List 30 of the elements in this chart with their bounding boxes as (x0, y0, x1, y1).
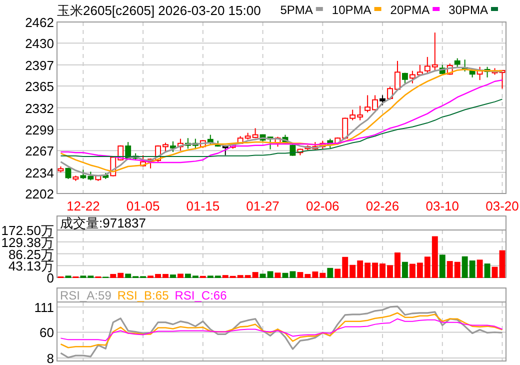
text: RSI_C:66 (174, 288, 228, 302)
y-tick-label: 111 (34, 300, 54, 315)
legend-label: 10PMA (332, 3, 372, 17)
legend-label: 30PMA (448, 3, 488, 17)
y-tick-label: 2397 (25, 58, 54, 73)
x-tick-label: 02-26 (366, 198, 400, 214)
text: RSI_B:65 (117, 288, 170, 302)
y-tick-label: 60 (40, 325, 54, 340)
x-tick-label: 03-20 (486, 198, 519, 214)
x-tick-label: 03-10 (426, 198, 460, 214)
x-tick-label: 01-27 (246, 198, 280, 214)
y-tick-label: 2462 (25, 15, 54, 30)
y-tick-label: 2430 (25, 36, 54, 52)
series-label: RSI_A:59 (60, 288, 112, 302)
y-tick-label: 2202 (25, 186, 54, 202)
x-tick-label: 01-15 (186, 198, 220, 214)
y-tick-label: 2332 (25, 100, 54, 116)
legend-label: 20PMA (390, 3, 430, 17)
x-tick-label: 02-06 (306, 198, 340, 214)
y-tick-label: 2234 (25, 165, 54, 180)
y-tick-label: 2299 (25, 122, 54, 138)
legend-label: 5PMA (280, 3, 313, 17)
y-tick-label: 2267 (25, 144, 54, 159)
y-tick-label: 172.50万 (1, 223, 54, 238)
y-tick-label: 2365 (25, 78, 54, 94)
x-tick-label: 12-22 (66, 198, 100, 214)
chart-title: 玉米2605[c2605] 2026-03-20 15:00 (57, 3, 261, 18)
chart-title: 成交量:971837 (60, 216, 146, 230)
x-tick-label: 01-05 (126, 198, 160, 214)
y-tick-label: 8 (46, 351, 54, 365)
